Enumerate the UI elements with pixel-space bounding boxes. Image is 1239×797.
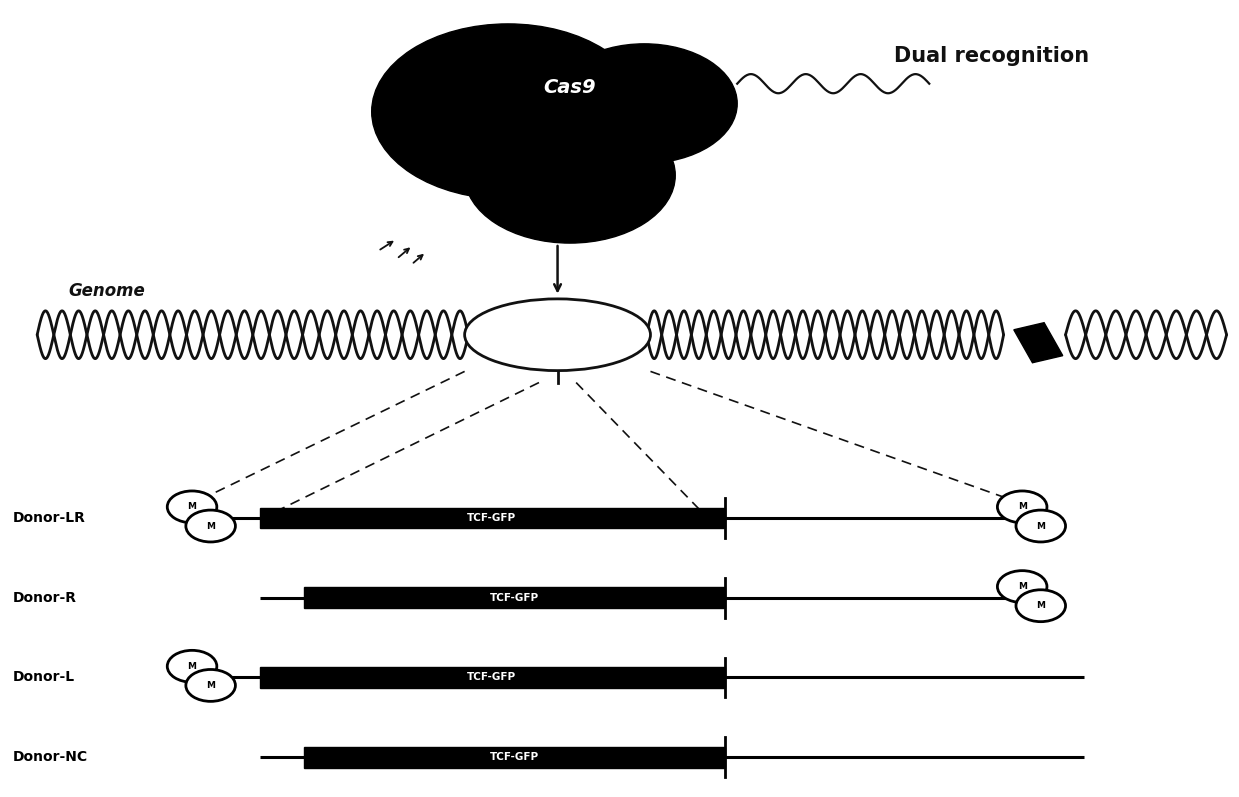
- Text: M: M: [206, 521, 216, 531]
- Text: M: M: [1036, 601, 1046, 611]
- Text: Donor-NC: Donor-NC: [12, 750, 88, 764]
- Circle shape: [551, 44, 737, 163]
- Circle shape: [186, 669, 235, 701]
- Text: M: M: [206, 681, 216, 690]
- Bar: [1014, 323, 1063, 363]
- Bar: [304, 747, 725, 768]
- Text: Cas9: Cas9: [544, 78, 596, 97]
- Circle shape: [997, 571, 1047, 603]
- Text: TCF-GFP: TCF-GFP: [467, 673, 517, 682]
- Text: Dual recognition: Dual recognition: [893, 45, 1089, 66]
- Circle shape: [997, 491, 1047, 523]
- Bar: [260, 667, 725, 688]
- Circle shape: [186, 510, 235, 542]
- Circle shape: [1016, 510, 1066, 542]
- Circle shape: [465, 108, 675, 243]
- Text: Donor-L: Donor-L: [12, 670, 74, 685]
- Text: TCF-GFP: TCF-GFP: [489, 593, 539, 603]
- Text: M: M: [1017, 502, 1027, 512]
- Text: Genome: Genome: [68, 282, 145, 300]
- Text: M: M: [1017, 582, 1027, 591]
- Circle shape: [167, 650, 217, 682]
- Ellipse shape: [465, 299, 650, 371]
- Text: M: M: [1036, 521, 1046, 531]
- Bar: [260, 508, 725, 528]
- Text: TCF-GFP: TCF-GFP: [467, 513, 517, 523]
- Text: TCF-GFP: TCF-GFP: [489, 752, 539, 762]
- Circle shape: [1016, 590, 1066, 622]
- Text: M: M: [187, 662, 197, 671]
- Text: Donor-R: Donor-R: [12, 591, 77, 605]
- Text: Donor-LR: Donor-LR: [12, 511, 85, 525]
- Circle shape: [372, 24, 644, 199]
- Bar: [304, 587, 725, 608]
- Circle shape: [167, 491, 217, 523]
- Text: M: M: [187, 502, 197, 512]
